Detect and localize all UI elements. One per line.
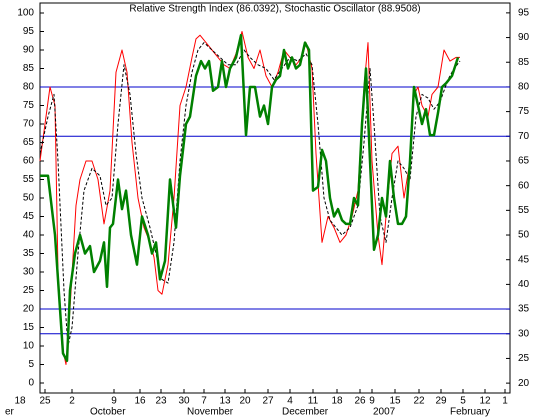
x-tick-label: 29: [435, 396, 447, 407]
x-tick-label: 22: [413, 396, 425, 407]
y-tick-label: 45: [23, 211, 35, 222]
x-tick-label: 18: [331, 396, 343, 407]
y-tick-label: 65: [23, 137, 35, 148]
y2-tick-label: 75: [518, 106, 530, 117]
x-tick-label: 13: [219, 396, 231, 407]
y2-tick-label: 70: [518, 131, 530, 142]
y-tick-label: 90: [23, 45, 35, 56]
y-tick-label: 15: [23, 322, 35, 333]
y2-tick-label: 65: [518, 156, 530, 167]
month-label: February: [450, 407, 490, 418]
month-label: 2007: [373, 407, 396, 418]
x-tick-label: 12: [479, 396, 491, 407]
x-tick-label: 2: [69, 396, 75, 407]
x-tick-label: 23: [155, 396, 167, 407]
y2-tick-label: 40: [518, 279, 530, 290]
y-tick-label: 75: [23, 100, 35, 111]
y-tick-label: 100: [17, 8, 34, 19]
x-tick-label: 26: [354, 396, 366, 407]
series-line: [39, 31, 460, 365]
y-tick-label: 20: [23, 304, 35, 315]
y-tick-label: 70: [23, 119, 35, 130]
y-tick-label: 25: [23, 285, 35, 296]
y2-tick-label: 45: [518, 254, 530, 265]
x-tick-label: 30: [178, 396, 190, 407]
y-tick-label: 60: [23, 156, 35, 167]
x-tick-label: 25: [39, 396, 51, 407]
y2-tick-label: 25: [518, 353, 530, 364]
x-tick-label: 11: [308, 396, 319, 407]
month-label: December: [282, 407, 329, 418]
x-tick-label: 9: [111, 396, 117, 407]
y-tick-label: 55: [23, 174, 35, 185]
y2-tick-label: 90: [518, 32, 530, 43]
x-tick-label: 16: [134, 396, 146, 407]
y2-tick-label: 80: [518, 82, 530, 93]
x-tick-label: 20: [239, 396, 251, 407]
y2-tick-label: 35: [518, 304, 530, 315]
y-tick-label: 30: [23, 267, 35, 278]
y-tick-label: 35: [23, 248, 35, 259]
y-tick-label: 80: [23, 82, 35, 93]
y-tick-label: 10: [23, 341, 35, 352]
x-tick-label: 27: [262, 396, 274, 407]
y-tick-label: 5: [28, 359, 34, 370]
month-label: November: [187, 407, 234, 418]
y-tick-label: 40: [23, 230, 35, 241]
x-tick-label: 5: [460, 396, 466, 407]
y-tick-label: 0: [28, 378, 34, 389]
x-tick-label: 9: [369, 396, 375, 407]
month-label: October: [90, 407, 126, 418]
x-tick-label: 15: [389, 396, 401, 407]
x-tick-label: 1: [502, 396, 508, 407]
chart-title: Relative Strength Index (86.0392), Stoch…: [129, 4, 420, 15]
y-tick-label: 95: [23, 26, 35, 37]
series-line: [40, 33, 460, 363]
y2-tick-label: 85: [518, 57, 530, 68]
x-tick-label: 18: [14, 396, 26, 407]
y2-tick-label: 60: [518, 180, 530, 191]
y2-tick-label: 95: [518, 8, 530, 19]
y2-tick-label: 20: [518, 378, 530, 389]
y2-tick-label: 55: [518, 205, 530, 216]
month-label: er: [5, 407, 15, 418]
y-tick-label: 85: [23, 63, 35, 74]
y2-tick-label: 50: [518, 230, 530, 241]
x-tick-label: 7: [201, 396, 207, 407]
x-tick-label: 4: [287, 396, 293, 407]
y2-tick-label: 30: [518, 328, 530, 339]
y-tick-label: 50: [23, 193, 35, 204]
